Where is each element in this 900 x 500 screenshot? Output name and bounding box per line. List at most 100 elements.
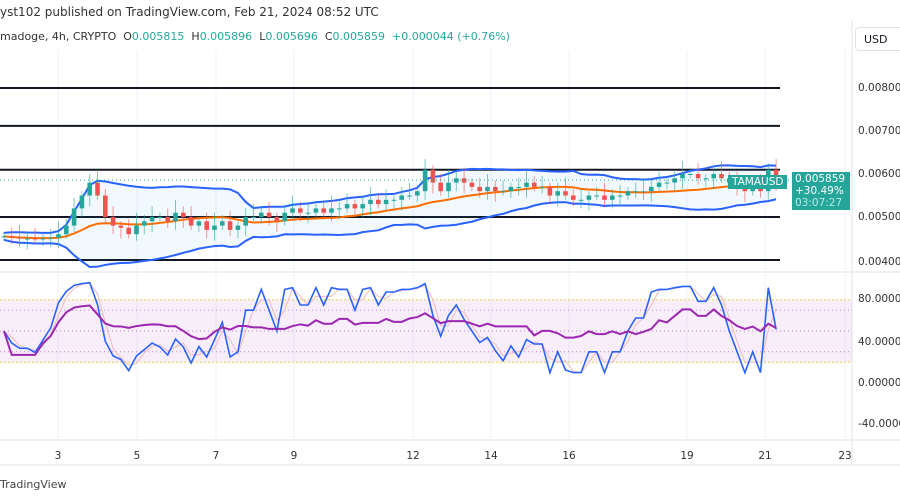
candle-body	[376, 199, 381, 205]
price-chart[interactable]	[0, 20, 900, 470]
candle-body	[539, 186, 545, 188]
candle-body	[352, 204, 358, 209]
osc-tick: -40.0000	[858, 418, 900, 430]
candle-body	[204, 221, 209, 230]
candle-body	[703, 178, 709, 180]
candle-body	[259, 212, 264, 217]
candle-body	[344, 204, 350, 209]
date-tick: 3	[54, 450, 62, 462]
candle-body	[126, 227, 131, 235]
candle-body	[110, 217, 116, 226]
candle-body	[750, 186, 755, 192]
candle-body	[337, 208, 342, 210]
candle-body	[173, 212, 178, 222]
tradingview-logo: TradingView	[0, 478, 67, 491]
date-tick: 21	[758, 450, 772, 462]
bar-countdown: 03:07:27	[795, 197, 843, 209]
candle-body	[415, 191, 420, 196]
candle-body	[680, 174, 685, 179]
osc-tick: 80.00000	[858, 293, 900, 305]
candle-body	[165, 217, 170, 222]
candle-body	[641, 191, 646, 193]
low-label: L	[259, 30, 266, 43]
symbol-label[interactable]: madoge, 4h, CRYPTO	[0, 30, 117, 43]
candle-body	[149, 217, 155, 222]
candle-body	[477, 186, 482, 192]
candle-body	[32, 238, 38, 240]
candle-body	[290, 208, 295, 213]
bollinger-fill	[3, 165, 777, 267]
ohlc-legend: madoge, 4h, CRYPTO O0.005815 H0.005896 L…	[0, 30, 510, 43]
candle-body	[383, 199, 389, 205]
candle-body	[17, 237, 22, 239]
currency-selector[interactable]: USD	[855, 27, 900, 51]
candle-body	[220, 221, 225, 226]
candle-body	[649, 186, 654, 192]
candle-body	[274, 217, 280, 222]
candle-body	[602, 195, 607, 200]
candle-body	[508, 186, 514, 192]
moving-average	[3, 181, 777, 240]
candle-body	[407, 195, 412, 197]
candle-body	[664, 182, 670, 184]
candle-body	[633, 191, 638, 193]
candle-body	[617, 195, 623, 197]
last-price: 0.005859	[795, 173, 846, 185]
date-tick: 12	[406, 450, 420, 462]
candle-body	[196, 221, 202, 226]
candle-body	[594, 195, 599, 197]
candle-body	[95, 182, 100, 196]
candle-body	[547, 186, 553, 196]
candle-body	[625, 191, 631, 196]
candle-body	[571, 195, 576, 200]
candle-body	[563, 191, 568, 196]
candle-body	[243, 217, 248, 226]
date-tick: 5	[133, 450, 141, 462]
candle-body	[422, 169, 428, 192]
candle-body	[87, 182, 92, 196]
date-tick: 19	[680, 450, 694, 462]
candle-body	[134, 225, 139, 235]
candle-body	[212, 225, 217, 230]
date-tick: 23	[838, 450, 852, 462]
candle-body	[438, 182, 443, 192]
candle-body	[266, 212, 272, 217]
candle-body	[1, 236, 7, 238]
candle-body	[313, 208, 319, 213]
price-tick: 0.004000	[858, 256, 900, 268]
candle-body	[321, 208, 326, 213]
stoch-line	[3, 281, 777, 376]
candle-body	[251, 217, 256, 218]
candle-body	[719, 174, 724, 179]
high-label: H	[191, 30, 200, 43]
candle-body	[235, 225, 241, 230]
date-tick: 14	[484, 450, 498, 462]
osc-tick: 0.000000	[858, 377, 900, 389]
candle-body	[103, 195, 108, 217]
candle-body	[329, 208, 334, 213]
candle-body	[188, 217, 194, 226]
candle-body	[578, 199, 584, 201]
rsi-line	[2, 304, 777, 356]
candle-body	[227, 221, 233, 230]
candle-body	[79, 195, 85, 209]
candle-body	[40, 238, 46, 240]
open-label: O	[123, 30, 132, 43]
candle-body	[399, 195, 404, 200]
osc-tick: 40.00000	[858, 336, 900, 348]
close-label: C	[324, 30, 333, 43]
close-value: 0.005859	[332, 30, 386, 43]
symbol-tag: TAMAUSD	[728, 175, 788, 189]
candle-body	[282, 212, 287, 222]
candle-body	[672, 178, 677, 183]
bollinger-upper	[3, 164, 777, 234]
candle-body	[391, 199, 397, 201]
high-value: 0.005896	[199, 30, 253, 43]
candle-body	[446, 182, 451, 192]
change-value: +0.000044 (+0.76%)	[392, 30, 510, 43]
candle-body	[469, 182, 475, 187]
candle-body	[493, 186, 498, 192]
candle-body	[9, 236, 14, 238]
candle-body	[610, 195, 615, 200]
